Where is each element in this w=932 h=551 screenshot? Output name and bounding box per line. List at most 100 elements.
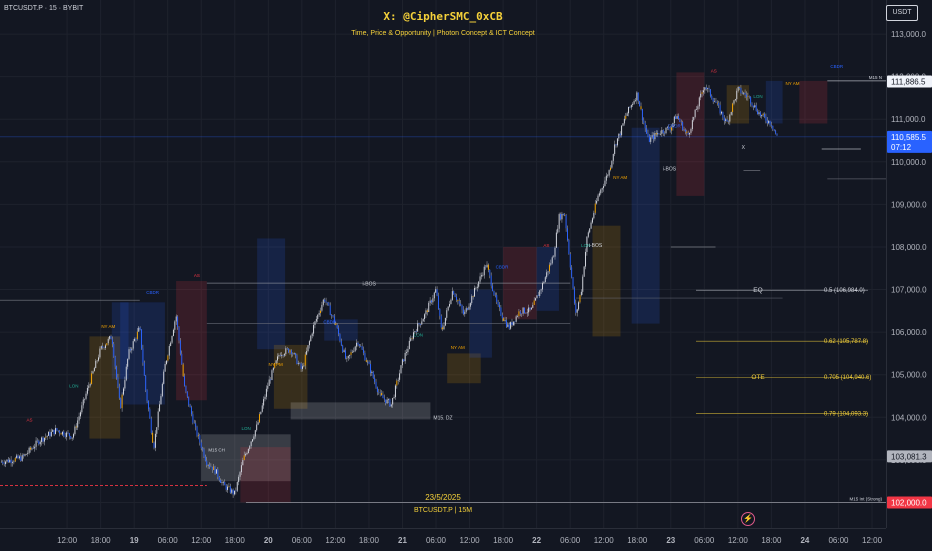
candle-body (48, 432, 50, 436)
candle-body (614, 144, 616, 155)
session-label: LON (69, 383, 78, 388)
lightning-icon[interactable]: ⚡ (741, 512, 755, 526)
time-tick-label: 12:00 (862, 536, 883, 545)
candle-body (437, 295, 439, 309)
candle-body (744, 92, 746, 95)
fib-label: EQ (753, 287, 762, 294)
session-label: CBDR (146, 290, 160, 295)
candle-body (107, 338, 109, 344)
symbol-title[interactable]: BTCUSDT.P · 15 · BYBIT (4, 5, 84, 12)
time-axis[interactable] (0, 528, 886, 551)
candle-body (461, 305, 463, 310)
candle-body (196, 426, 198, 436)
candle-body (217, 469, 219, 478)
candle-body (175, 316, 177, 322)
session-label: LON (581, 243, 590, 248)
candle-body (6, 459, 8, 462)
structure-label: i-BOS (663, 166, 677, 172)
candle-body (530, 307, 532, 310)
candle-body (293, 353, 295, 355)
candle-body (254, 430, 256, 437)
candle-body (433, 292, 435, 299)
candle-body (314, 321, 316, 326)
price-tick-label: 107,000.0 (891, 286, 927, 295)
candle-body (737, 86, 739, 91)
zone-cbdr-2 (324, 319, 358, 341)
candle-body (66, 432, 68, 437)
time-tick-label: 24 (800, 536, 809, 545)
candle-body (85, 393, 87, 399)
candle-body (601, 188, 603, 190)
candle-body (700, 93, 702, 98)
candle-body (128, 349, 130, 359)
zone-ny-am-3 (447, 353, 481, 384)
time-tick-label: 23 (666, 536, 675, 545)
candle-body (750, 96, 752, 104)
candle-body (730, 112, 732, 115)
candle-body (55, 428, 56, 435)
time-tick-label: 06:00 (426, 536, 447, 545)
candle-body (504, 320, 506, 321)
candle-body (138, 327, 140, 332)
candle-body (274, 363, 276, 368)
candle-body (281, 355, 283, 356)
candle-body (507, 324, 509, 327)
candle-body (542, 283, 543, 290)
candle-body (371, 371, 373, 373)
candle-body (71, 437, 73, 439)
candle-body (468, 306, 470, 310)
price-axis[interactable] (886, 0, 932, 528)
candle-body (712, 98, 714, 102)
candle-body (296, 355, 298, 365)
candle-body (551, 257, 553, 264)
candle-body (353, 350, 355, 352)
candle-body (16, 455, 18, 458)
candle-body (440, 315, 442, 328)
candle-body (92, 371, 94, 374)
candle-body (207, 465, 209, 466)
candle-body (623, 118, 625, 124)
candle-body (163, 371, 165, 384)
candle-body (655, 133, 657, 135)
currency-button[interactable]: USDT (886, 5, 918, 21)
candle-body (547, 271, 549, 273)
candle-body (278, 355, 280, 357)
candle-body (12, 462, 13, 463)
candle-body (607, 175, 609, 177)
candle-body (98, 357, 99, 361)
candle-body (42, 437, 44, 442)
candle-body (188, 396, 190, 406)
candle-body (245, 454, 247, 456)
price-tick-label: 104,000.0 (891, 413, 927, 422)
candle-body (521, 313, 523, 315)
candle-body (77, 420, 79, 428)
candle-body (510, 322, 512, 329)
candle-body (641, 109, 643, 121)
candle-body (462, 309, 464, 315)
candle-body (435, 289, 437, 293)
candle-body (560, 214, 562, 220)
candle-body (568, 240, 570, 255)
candle-body (156, 427, 158, 434)
candle-body (643, 120, 645, 124)
candle-body (182, 364, 184, 377)
candle-body (632, 103, 634, 106)
time-tick-label: 06:00 (292, 536, 313, 545)
candle-body (232, 489, 234, 495)
candle-body (535, 298, 537, 301)
zone-as-4 (676, 72, 705, 196)
candle-body (113, 344, 115, 357)
candle-body (705, 87, 707, 89)
candle-body (186, 391, 188, 397)
candle-body (379, 392, 381, 394)
candle-body (288, 348, 290, 353)
candle-body (104, 345, 106, 349)
candle-body (56, 428, 58, 431)
candle-body (523, 307, 525, 313)
candle-body (533, 300, 535, 305)
candle-body (659, 133, 661, 135)
chart-tag: BTCUSDT.P | 15M (413, 507, 473, 514)
time-tick-label: 20 (264, 536, 273, 545)
candle-body (31, 448, 33, 450)
